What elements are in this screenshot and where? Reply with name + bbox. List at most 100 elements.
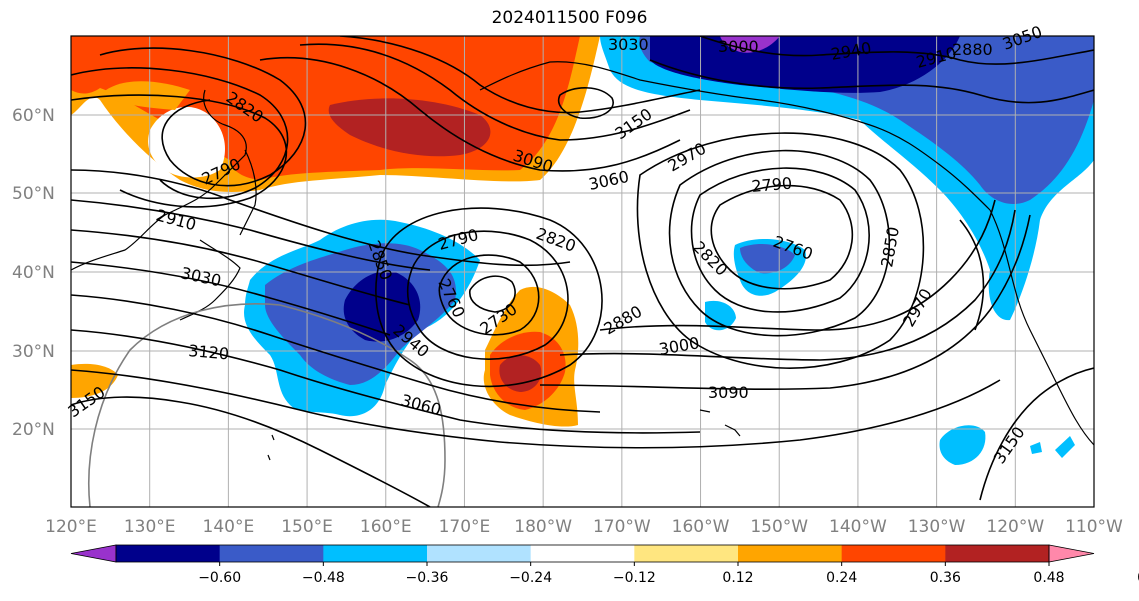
contour-line xyxy=(71,396,431,507)
contour-line xyxy=(299,43,691,141)
lon-label: 170°W xyxy=(593,517,651,537)
shade-darkred-nw xyxy=(328,98,491,157)
colorbar-extend-low xyxy=(70,544,117,563)
colorbar-extend-high xyxy=(1048,544,1095,563)
contour-line xyxy=(71,329,701,434)
colorbar-frame xyxy=(115,544,1050,563)
coast-alaska xyxy=(479,61,991,211)
contour-line xyxy=(469,275,516,313)
shade-purple-n xyxy=(720,36,780,53)
contour-line xyxy=(559,209,1016,361)
shade-blue-mid xyxy=(740,244,795,274)
lat-label: 50°N xyxy=(12,184,55,204)
shade-navy-n xyxy=(650,36,960,93)
colorbar-segment xyxy=(945,545,1050,562)
contour-line xyxy=(558,87,614,120)
latitude-labels: 60°N 50°N 40°N 30°N 20°N xyxy=(12,106,55,440)
lon-label: 130°W xyxy=(908,517,966,537)
colorbar-segment xyxy=(427,545,532,562)
contour-line xyxy=(375,207,603,388)
colorbar-segment xyxy=(634,545,739,562)
contour-line xyxy=(339,36,701,114)
shade-lightblue-s2 xyxy=(939,425,986,465)
contour-line xyxy=(71,369,1001,449)
lon-label: 110°W xyxy=(1065,517,1123,537)
contour-line xyxy=(668,149,891,337)
contour-label: 2850 xyxy=(877,225,903,268)
colorbar-tick-label: 0.24 xyxy=(826,570,857,586)
shade-darkred-c xyxy=(499,355,542,392)
contour-line xyxy=(406,230,569,360)
colorbar-tick-label: 0.12 xyxy=(722,570,753,586)
colorbar-tick-label: −0.36 xyxy=(406,570,449,586)
lon-label: 140°E xyxy=(203,517,255,537)
contour-label: 2880 xyxy=(601,302,646,339)
colorbar-segment xyxy=(219,545,324,562)
contour-line xyxy=(699,36,1094,65)
contour-label: 3150 xyxy=(990,423,1029,467)
lon-label: 180°W xyxy=(514,517,572,537)
contour-label: 3090 xyxy=(708,383,749,402)
longitude-labels: 120°E 130°E 140°E 150°E 160°E 170°E 180°W 170°W… xyxy=(45,517,1123,537)
contour-label: 2970 xyxy=(899,285,936,330)
colorbar-segment xyxy=(841,545,946,562)
shade-lightblue-s3 xyxy=(1055,436,1075,458)
lat-label: 30°N xyxy=(12,342,55,362)
contour-label: 3030 xyxy=(608,35,649,54)
contour-line xyxy=(71,169,571,267)
contour-line xyxy=(710,184,854,290)
colorbar-segment xyxy=(738,545,843,562)
colorbar-tick-label: −0.48 xyxy=(302,570,345,586)
contour-line xyxy=(71,294,601,413)
contour-label: 2880 xyxy=(952,40,993,59)
shade-lightblue-s1 xyxy=(705,300,736,331)
coast-na-west xyxy=(989,209,1094,446)
colorbar: −0.60 −0.48 −0.36 −0.24 −0.12 0.12 0.24 0.36 0.4… xyxy=(70,544,1139,586)
colorbar-tick-label: 0.48 xyxy=(1033,570,1064,586)
lon-label: 150°E xyxy=(281,517,333,537)
graticule xyxy=(71,36,1094,507)
contour-label: 3120 xyxy=(188,341,230,363)
gray-contour xyxy=(88,303,446,507)
contour-line xyxy=(71,94,288,208)
coast-hawaii xyxy=(699,409,741,437)
lon-label: 160°W xyxy=(672,517,730,537)
shade-lightblue-s4 xyxy=(1030,442,1042,454)
lon-label: 160°E xyxy=(360,517,412,537)
colorbar-tick-label: 0.60 xyxy=(1137,570,1139,586)
shade-white-nw xyxy=(148,106,225,178)
map-title: 2024011500 F096 xyxy=(491,8,648,28)
contour-line xyxy=(71,199,431,271)
contour-line xyxy=(99,47,307,187)
shade-navy-c xyxy=(343,271,421,342)
lon-label: 130°E xyxy=(124,517,176,537)
contour-line xyxy=(71,229,411,306)
coast-marianas xyxy=(267,434,275,461)
contour-label: 2910 xyxy=(154,206,198,235)
lon-label: 150°W xyxy=(750,517,808,537)
contour-label: 3030 xyxy=(179,263,223,290)
contour-line xyxy=(539,214,1031,391)
contour-label: 3150 xyxy=(611,104,655,143)
height-contours xyxy=(71,36,1094,507)
shade-red-nw xyxy=(71,36,580,180)
lon-label: 170°E xyxy=(439,517,491,537)
contour-label: 3000 xyxy=(718,37,759,56)
colorbar-tick-label: −0.12 xyxy=(613,570,656,586)
contour-line xyxy=(649,59,1094,104)
coast-kamchatka xyxy=(239,149,257,236)
contour-line xyxy=(438,254,540,336)
lat-label: 20°N xyxy=(12,420,55,440)
contour-line xyxy=(636,132,925,369)
contour-label: 2820 xyxy=(534,224,579,256)
contour-label: 2790 xyxy=(751,174,793,196)
shade-orange-w xyxy=(71,363,118,398)
colorbar-tick-label: 0.36 xyxy=(930,570,961,586)
lat-label: 60°N xyxy=(12,106,55,126)
lon-label: 140°W xyxy=(829,517,887,537)
lat-label: 40°N xyxy=(12,263,55,283)
contour-label: 3060 xyxy=(587,167,631,194)
plot-frame xyxy=(70,35,1095,508)
colorbar-tick-label: −0.60 xyxy=(198,570,241,586)
